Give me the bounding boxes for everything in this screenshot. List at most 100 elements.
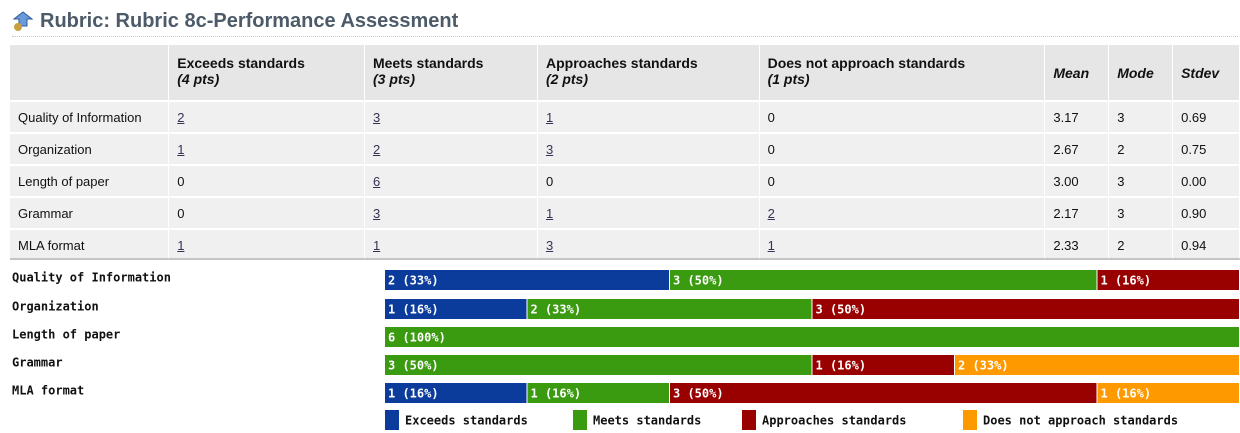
column-points: (2 pts) xyxy=(545,71,588,87)
segment-label: 1 (16%) xyxy=(388,303,439,317)
row-label: Grammar xyxy=(10,196,170,229)
count-cell: 1 xyxy=(537,196,760,229)
bar-segment xyxy=(670,383,1097,403)
row-label: Organization xyxy=(10,132,170,165)
count-link[interactable]: 1 xyxy=(545,205,554,221)
count-link[interactable]: 1 xyxy=(767,237,775,253)
count-cell: 0 xyxy=(759,164,1046,197)
bar-segment xyxy=(955,355,1239,375)
count-cell: 1 xyxy=(537,100,760,133)
count-cell: 1 xyxy=(759,228,1046,260)
segment-label: 3 (50%) xyxy=(388,359,439,373)
stat-cell: 2.17 xyxy=(1044,196,1110,229)
segment-label: 3 (50%) xyxy=(816,303,867,317)
count-link[interactable]: 3 xyxy=(545,237,554,253)
row-label: MLA format xyxy=(10,228,170,260)
count-cell: 6 xyxy=(364,164,538,197)
row-label: Grammar xyxy=(12,356,63,370)
header-cell: Does not approach standards (1 pts) xyxy=(759,45,1046,101)
row-label: Organization xyxy=(12,300,99,314)
count-link[interactable]: 1 xyxy=(177,237,185,253)
count-cell: 3 xyxy=(537,228,760,260)
bar-segment xyxy=(385,383,527,403)
count-cell: 3 xyxy=(537,132,760,165)
count-link[interactable]: 3 xyxy=(372,109,381,125)
stat-cell: 0.94 xyxy=(1172,228,1240,260)
header-row: Exceeds standards (4 pts) Meets standards(… xyxy=(10,45,1240,101)
segment-label: 3 (50%) xyxy=(673,274,724,288)
count-cell: 3 xyxy=(364,196,538,229)
bar-segment xyxy=(385,270,669,290)
stat-cell: 2 xyxy=(1108,228,1174,260)
bar-segment xyxy=(1097,270,1239,290)
header-cell: Mode xyxy=(1108,45,1174,101)
count-link[interactable]: 2 xyxy=(177,109,185,125)
column-title: Does not approach standards xyxy=(767,55,966,71)
row-label: Quality of Information xyxy=(12,271,171,285)
column-title: Approaches standards xyxy=(545,55,698,71)
column-title: Meets standards xyxy=(372,55,484,71)
stat-cell: 0.69 xyxy=(1172,100,1240,133)
legend-swatch xyxy=(742,410,756,430)
rubric-table: Exceeds standards (4 pts) Meets standards(… xyxy=(10,45,1240,260)
count-cell: 0 xyxy=(537,164,760,197)
table-row: Quality of Information 2 3 1 0 3.17 3 0.69 xyxy=(10,100,1240,133)
row-label: Length of paper xyxy=(10,164,170,197)
stat-cell: 2.33 xyxy=(1044,228,1110,260)
segment-label: 2 (33%) xyxy=(531,303,582,317)
segment-label: 6 (100%) xyxy=(388,331,446,345)
rubric-icon xyxy=(12,11,34,31)
segment-label: 1 (16%) xyxy=(388,387,439,401)
count-cell: 0 xyxy=(168,196,365,229)
header-cell: Exceeds standards (4 pts) xyxy=(168,45,365,101)
count-cell: 2 xyxy=(168,100,365,133)
count-cell: 0 xyxy=(759,100,1046,133)
stat-cell: 0.00 xyxy=(1172,164,1240,197)
count-cell: 3 xyxy=(364,100,538,133)
bar-segment xyxy=(385,299,527,319)
stat-cell: 3 xyxy=(1108,100,1174,133)
bar-segment xyxy=(385,327,1239,347)
legend-swatch xyxy=(385,410,399,430)
count-link[interactable]: 2 xyxy=(767,205,775,221)
count-link[interactable]: 6 xyxy=(372,173,381,189)
count-cell: 2 xyxy=(364,132,538,165)
legend-swatch xyxy=(963,410,977,430)
count-link[interactable]: 3 xyxy=(545,141,554,157)
bar-segment xyxy=(527,299,812,319)
segment-label: 1 (16%) xyxy=(1101,274,1152,288)
stat-cell: 0.75 xyxy=(1172,132,1240,165)
segment-label: 2 (33%) xyxy=(958,359,1009,373)
bar-segment xyxy=(670,270,1097,290)
count-cell: 2 xyxy=(759,196,1046,229)
table-row: MLA format 1 1 3 1 2.33 2 0.94 xyxy=(10,228,1240,260)
column-points: (3 pts) xyxy=(372,71,415,87)
count-link[interactable]: 1 xyxy=(177,141,185,157)
count-cell: 1 xyxy=(168,132,365,165)
header-cell: Stdev xyxy=(1172,45,1240,101)
stat-cell: 3 xyxy=(1108,196,1174,229)
count-cell: 0 xyxy=(168,164,365,197)
count-link[interactable]: 1 xyxy=(372,237,381,253)
count-cell: 0 xyxy=(759,132,1046,165)
count-link[interactable]: 1 xyxy=(545,109,554,125)
table-row: Grammar 0 3 1 2 2.17 3 0.90 xyxy=(10,196,1240,229)
row-label: MLA format xyxy=(12,384,84,398)
header-cell: Mean xyxy=(1044,45,1110,101)
count-link[interactable]: 3 xyxy=(372,205,381,221)
legend-swatch xyxy=(573,410,587,430)
count-link[interactable]: 2 xyxy=(372,141,381,157)
count-cell: 1 xyxy=(364,228,538,260)
segment-label: 3 (50%) xyxy=(673,387,724,401)
column-title: Exceeds standards xyxy=(177,55,305,71)
row-label: Length of paper xyxy=(12,328,120,342)
count-cell: 1 xyxy=(168,228,365,260)
legend-label: Approaches standards xyxy=(762,414,907,428)
header-cell: Meets standards (3 pts) xyxy=(364,45,538,101)
segment-label: 2 (33%) xyxy=(388,274,439,288)
table-row: Length of paper 0 6 0 0 3.00 3 0.00 xyxy=(10,164,1240,197)
stat-cell: 0.90 xyxy=(1172,196,1240,229)
stat-cell: 3 xyxy=(1108,164,1174,197)
header-cell: Approaches standards (2 pts) xyxy=(537,45,760,101)
